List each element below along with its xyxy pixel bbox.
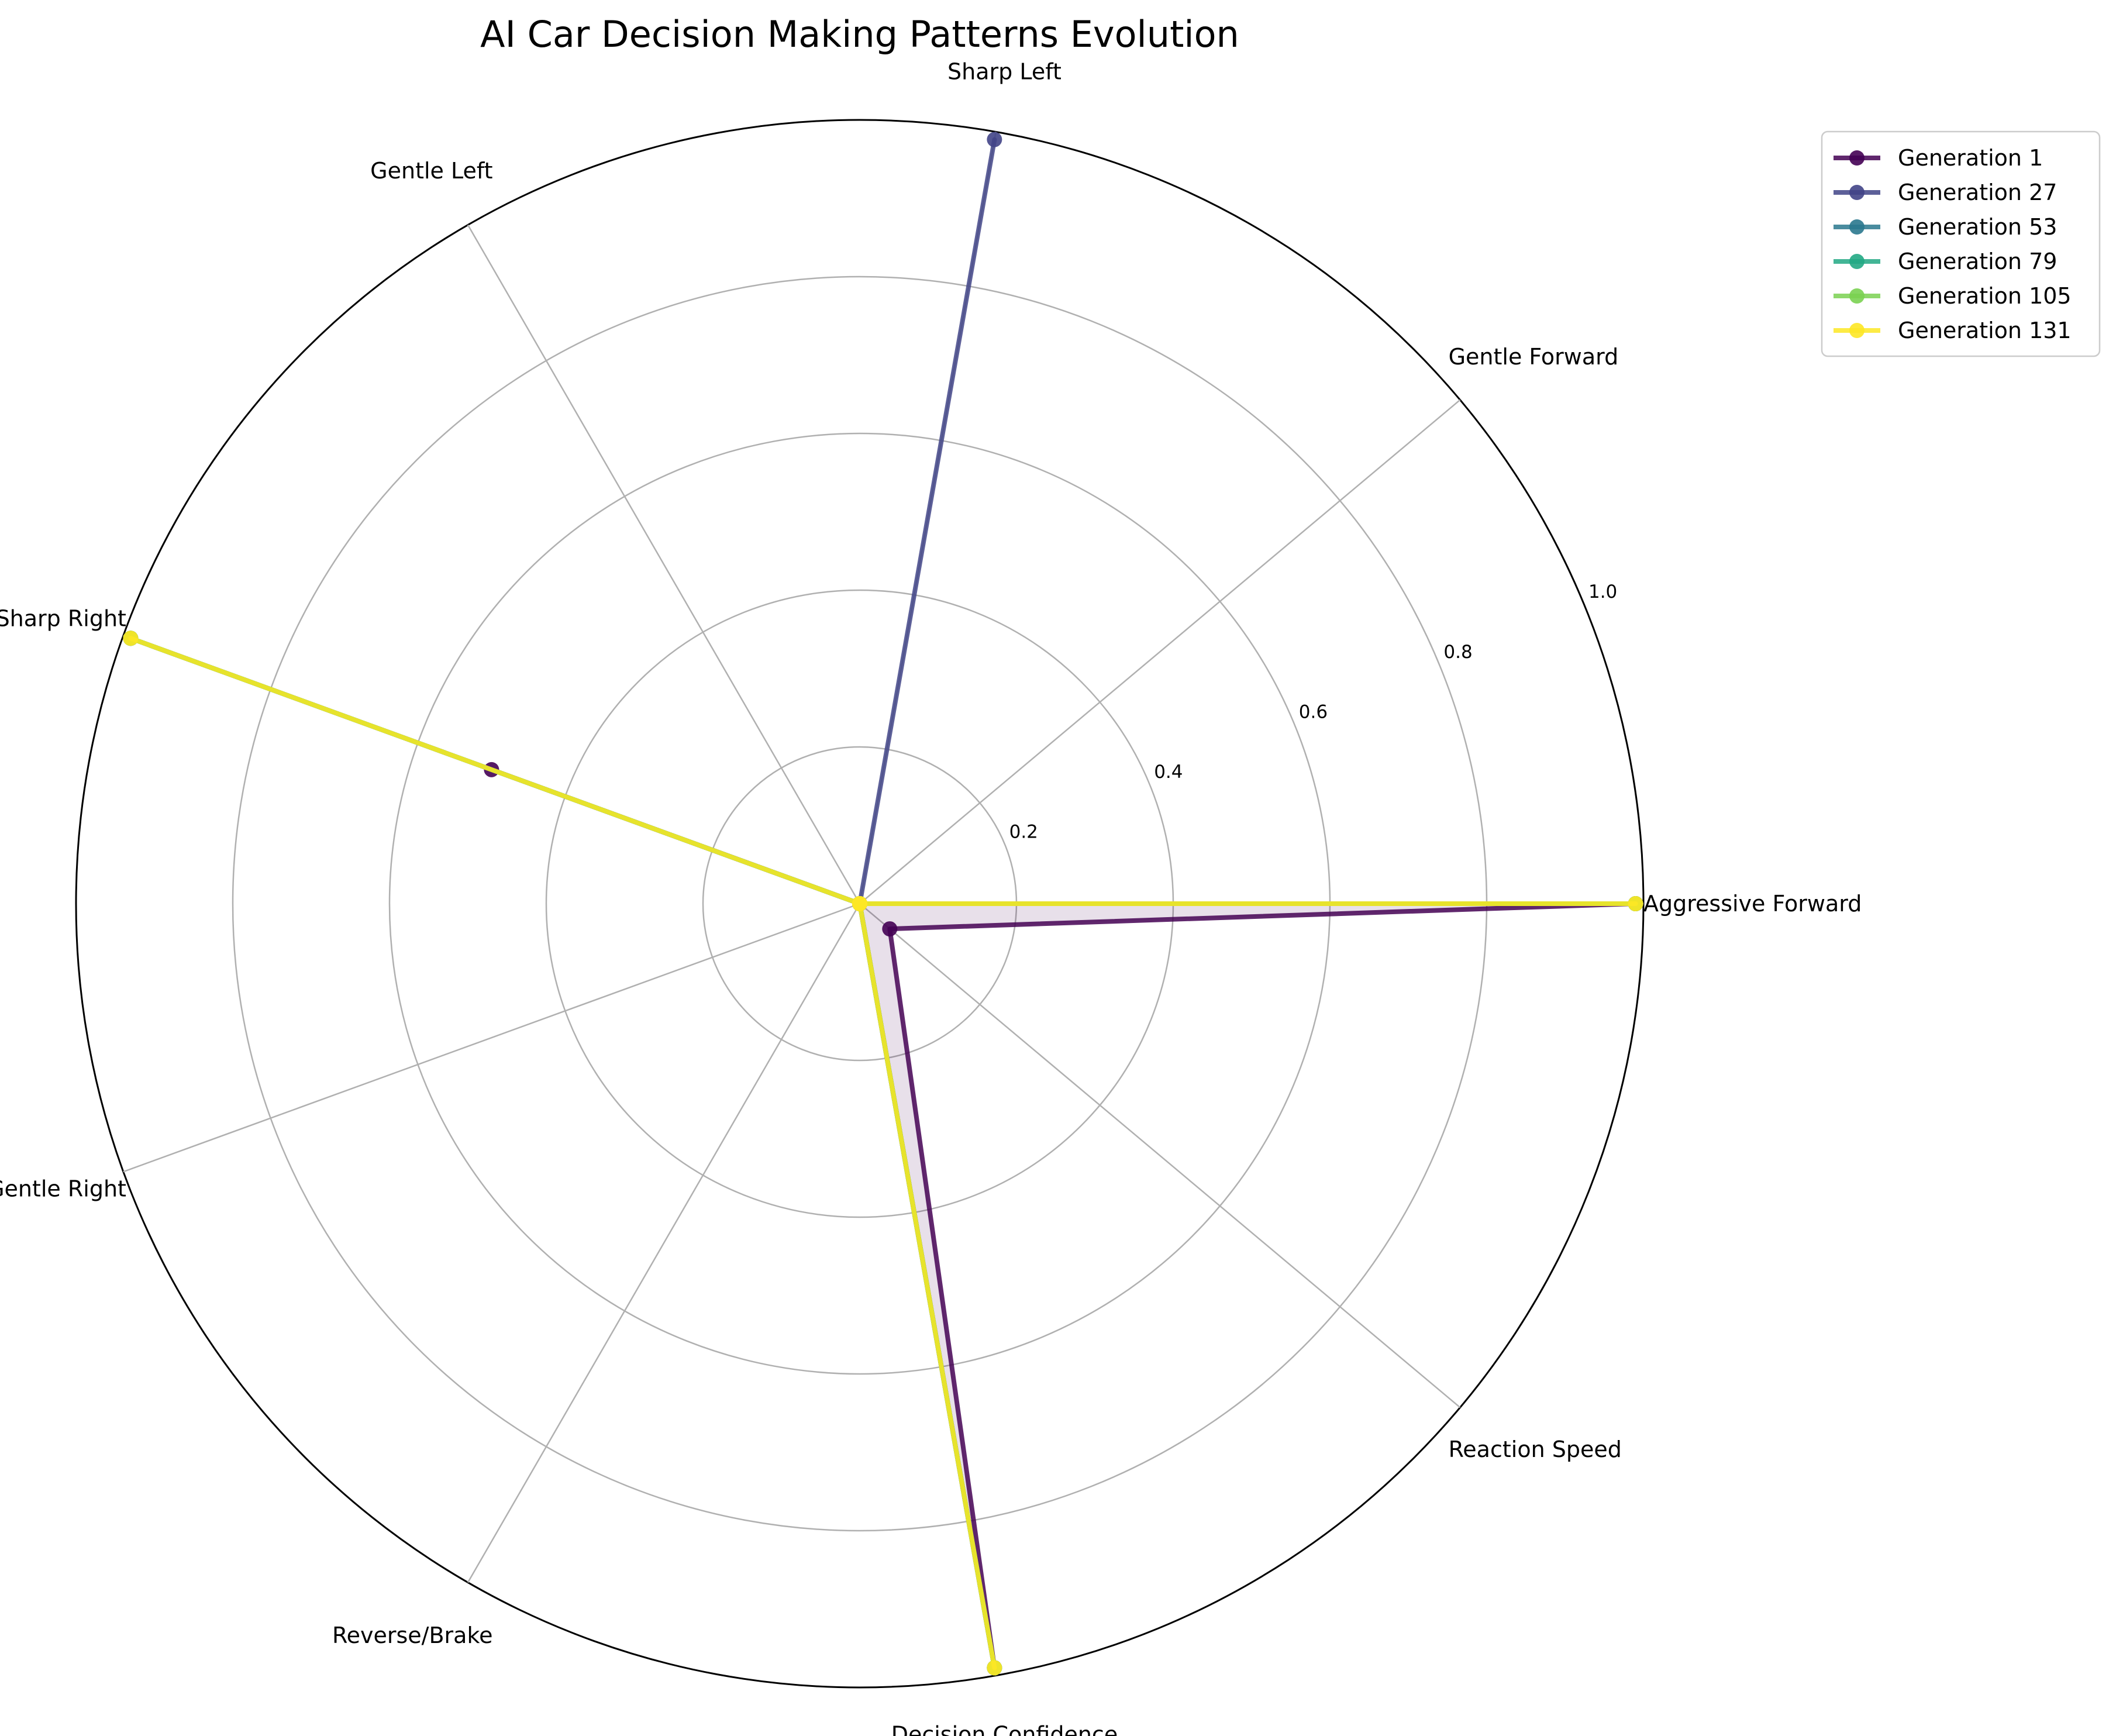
category-label: Reaction Speed [1449,1437,1622,1462]
category-labels: Aggressive Forward Gentle Forward Sharp Le… [0,59,1862,1736]
category-label: Reverse/Brake [332,1623,493,1648]
data-point [882,921,898,937]
category-label: Gentle Left [370,158,492,184]
series-1 [484,762,1643,1676]
category-label: Sharp Right [0,606,126,632]
legend-label: Generation 105 [1898,283,2072,309]
legend-label: Generation 27 [1898,180,2057,205]
legend-item: Generation 79 [1834,249,2057,274]
spoke-6 [123,903,860,1173]
category-label: Gentle Forward [1449,344,1619,370]
legend-item: Generation 131 [1834,318,2072,343]
legend-item: Generation 27 [1834,180,2057,205]
series-4 [123,631,1643,1676]
legend-marker [1849,254,1865,269]
category-label: Aggressive Forward [1643,891,1862,917]
legend-label: Generation 79 [1898,249,2057,274]
legend-marker [1849,185,1865,200]
series-5 [123,631,1643,1676]
spoke-2 [859,399,1461,904]
legend-item: Generation 105 [1834,283,2072,309]
chart-title: AI Car Decision Making Patterns Evolutio… [480,13,1239,56]
legend-marker [1849,323,1865,338]
series-6 [123,631,1643,1676]
series-line [128,636,1638,1670]
radial-tick-label: 1.0 [1588,581,1617,602]
series-line [128,636,1638,1670]
series-line [128,636,1638,1670]
series-fill [130,638,1636,1668]
data-point [123,631,139,646]
legend: Generation 1 Generation 27 Generation 53 Ge… [1821,130,2101,357]
legend-item: Generation 53 [1834,214,2057,240]
data-point [852,896,867,911]
legend-marker [1849,288,1865,304]
series-group [123,132,1643,1676]
category-label: Sharp Left [947,59,1062,85]
category-label: Gentle Right [0,1176,126,1201]
radial-tick-label: 0.8 [1443,642,1472,663]
series-line [128,636,1638,1670]
radial-tick-label: 0.4 [1154,762,1183,783]
series-fill [130,638,1636,1668]
legend-label: Generation 1 [1898,145,2043,171]
radial-tick-label: 0.6 [1299,701,1328,722]
spoke-4 [467,224,861,904]
legend-marker [1849,219,1865,235]
series-fill [130,638,1636,1668]
data-point [987,1660,1002,1676]
data-point [1628,896,1643,911]
category-label: Decision Confidence [891,1721,1118,1736]
legend-item: Generation 1 [1834,145,2043,171]
radial-tick-labels: 0.2 0.4 0.6 0.8 1.0 [1009,581,1618,842]
radial-tick-label: 0.2 [1009,821,1038,842]
spoke-7 [467,903,861,1583]
legend-marker [1849,150,1865,166]
legend-box [1821,130,2101,357]
spoke-9 [859,903,1461,1408]
legend-label: Generation 53 [1898,214,2057,240]
data-point [987,132,1002,147]
series-3 [123,631,1643,1676]
series-fill [130,638,1636,1668]
legend-label: Generation 131 [1898,318,2072,343]
